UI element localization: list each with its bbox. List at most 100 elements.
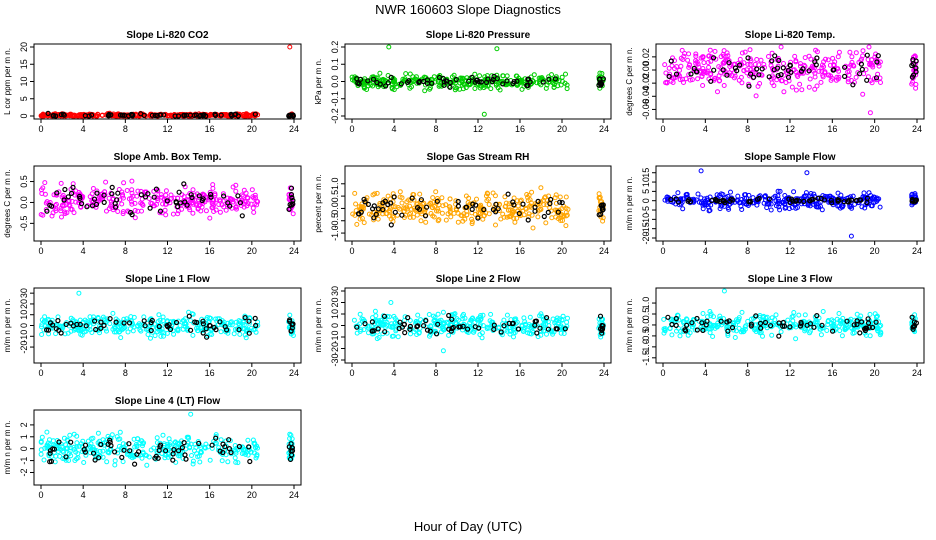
reference-point bbox=[354, 324, 360, 330]
reference-point bbox=[491, 73, 497, 80]
data-point bbox=[542, 195, 547, 201]
data-point bbox=[752, 61, 758, 67]
reference-point bbox=[864, 52, 870, 58]
y-axis-label: L cor ppm per m n. bbox=[3, 48, 12, 115]
reference-point bbox=[184, 202, 190, 208]
data-point bbox=[596, 191, 602, 197]
data-point bbox=[677, 333, 683, 339]
data-point bbox=[152, 333, 158, 339]
reference-point bbox=[510, 199, 516, 205]
y-tick-label: -0.5 bbox=[330, 213, 340, 229]
data-point bbox=[514, 73, 520, 79]
data-point bbox=[203, 208, 209, 214]
data-point bbox=[161, 333, 166, 339]
data-point bbox=[436, 83, 442, 89]
data-point bbox=[819, 68, 825, 74]
data-point bbox=[695, 76, 701, 82]
data-point bbox=[415, 312, 421, 318]
reference-point bbox=[45, 110, 51, 117]
data-point bbox=[114, 434, 120, 440]
reference-point bbox=[801, 198, 807, 204]
reference-point bbox=[533, 318, 540, 324]
reference-point bbox=[173, 319, 180, 326]
reference-point bbox=[383, 83, 389, 89]
data-point bbox=[543, 321, 549, 327]
reference-point bbox=[495, 206, 501, 212]
reference-point bbox=[756, 72, 762, 78]
reference-point bbox=[288, 192, 294, 198]
reference-point bbox=[441, 79, 447, 85]
reference-point bbox=[107, 439, 113, 445]
reference-point bbox=[167, 326, 174, 332]
reference-point bbox=[226, 437, 232, 443]
reference-point bbox=[541, 213, 547, 220]
data-point bbox=[828, 73, 834, 79]
data-point bbox=[738, 329, 744, 335]
data-point bbox=[560, 313, 566, 319]
reference-point bbox=[875, 53, 881, 59]
data-point bbox=[185, 327, 191, 333]
data-point bbox=[514, 215, 520, 221]
y-tick-label: -10 bbox=[330, 330, 340, 343]
reference-point bbox=[119, 112, 125, 118]
data-point bbox=[428, 323, 434, 329]
reference-point bbox=[289, 195, 295, 201]
data-point bbox=[38, 451, 44, 457]
reference-point bbox=[785, 74, 792, 80]
data-point bbox=[695, 191, 701, 197]
data-point bbox=[467, 323, 473, 329]
data-point bbox=[241, 187, 247, 193]
data-point bbox=[396, 81, 402, 87]
reference-point bbox=[455, 198, 461, 205]
data-point bbox=[860, 194, 866, 200]
chart-panel: Slope Li-820 Pressure 0 4 8 12 16 20 24 -0.2-0.1… bbox=[314, 30, 612, 134]
data-point bbox=[739, 207, 745, 212]
reference-point bbox=[200, 112, 206, 119]
reference-point bbox=[599, 205, 606, 211]
reference-point bbox=[423, 318, 429, 324]
reference-point bbox=[68, 439, 74, 445]
data-point bbox=[535, 208, 541, 214]
reference-point bbox=[188, 327, 194, 333]
reference-point bbox=[910, 57, 916, 63]
data-point bbox=[427, 333, 432, 339]
data-point bbox=[432, 203, 438, 209]
x-tick-label: 4 bbox=[391, 124, 396, 134]
data-point bbox=[802, 312, 808, 318]
reference-point bbox=[473, 202, 479, 208]
data-point bbox=[876, 63, 882, 69]
data-point bbox=[559, 212, 565, 218]
reference-point bbox=[203, 326, 209, 332]
x-tick-label: 4 bbox=[703, 246, 708, 256]
data-point bbox=[357, 311, 363, 317]
reference-point bbox=[157, 112, 163, 118]
data-point bbox=[742, 192, 748, 198]
y-tick-label: 30 bbox=[330, 286, 340, 296]
data-point bbox=[683, 76, 689, 82]
x-tick-label: 4 bbox=[81, 246, 86, 256]
reference-point bbox=[687, 199, 694, 205]
data-point bbox=[169, 195, 174, 201]
chart-panel: Slope Amb. Box Temp. 0 4 8 12 16 20 24 -0.5 0.0 0.… bbox=[3, 152, 302, 256]
data-point bbox=[472, 86, 478, 91]
x-tick-label: 4 bbox=[391, 246, 396, 256]
data-point bbox=[872, 199, 878, 205]
data-point bbox=[427, 326, 433, 332]
data-point bbox=[824, 328, 830, 333]
reference-point bbox=[555, 209, 561, 215]
data-point bbox=[526, 211, 532, 217]
reference-point bbox=[873, 75, 880, 81]
reference-point bbox=[500, 81, 506, 87]
data-point bbox=[449, 74, 455, 80]
reference-point bbox=[96, 455, 102, 461]
reference-point bbox=[537, 325, 543, 331]
reference-point bbox=[848, 197, 855, 203]
data-point bbox=[793, 87, 799, 93]
data-point bbox=[488, 86, 494, 92]
reference-point bbox=[288, 185, 295, 191]
x-tick-label: 8 bbox=[433, 124, 438, 134]
x-tick-label: 12 bbox=[473, 368, 483, 378]
data-point bbox=[480, 323, 486, 329]
reference-point bbox=[806, 68, 812, 74]
reference-point bbox=[525, 76, 531, 83]
